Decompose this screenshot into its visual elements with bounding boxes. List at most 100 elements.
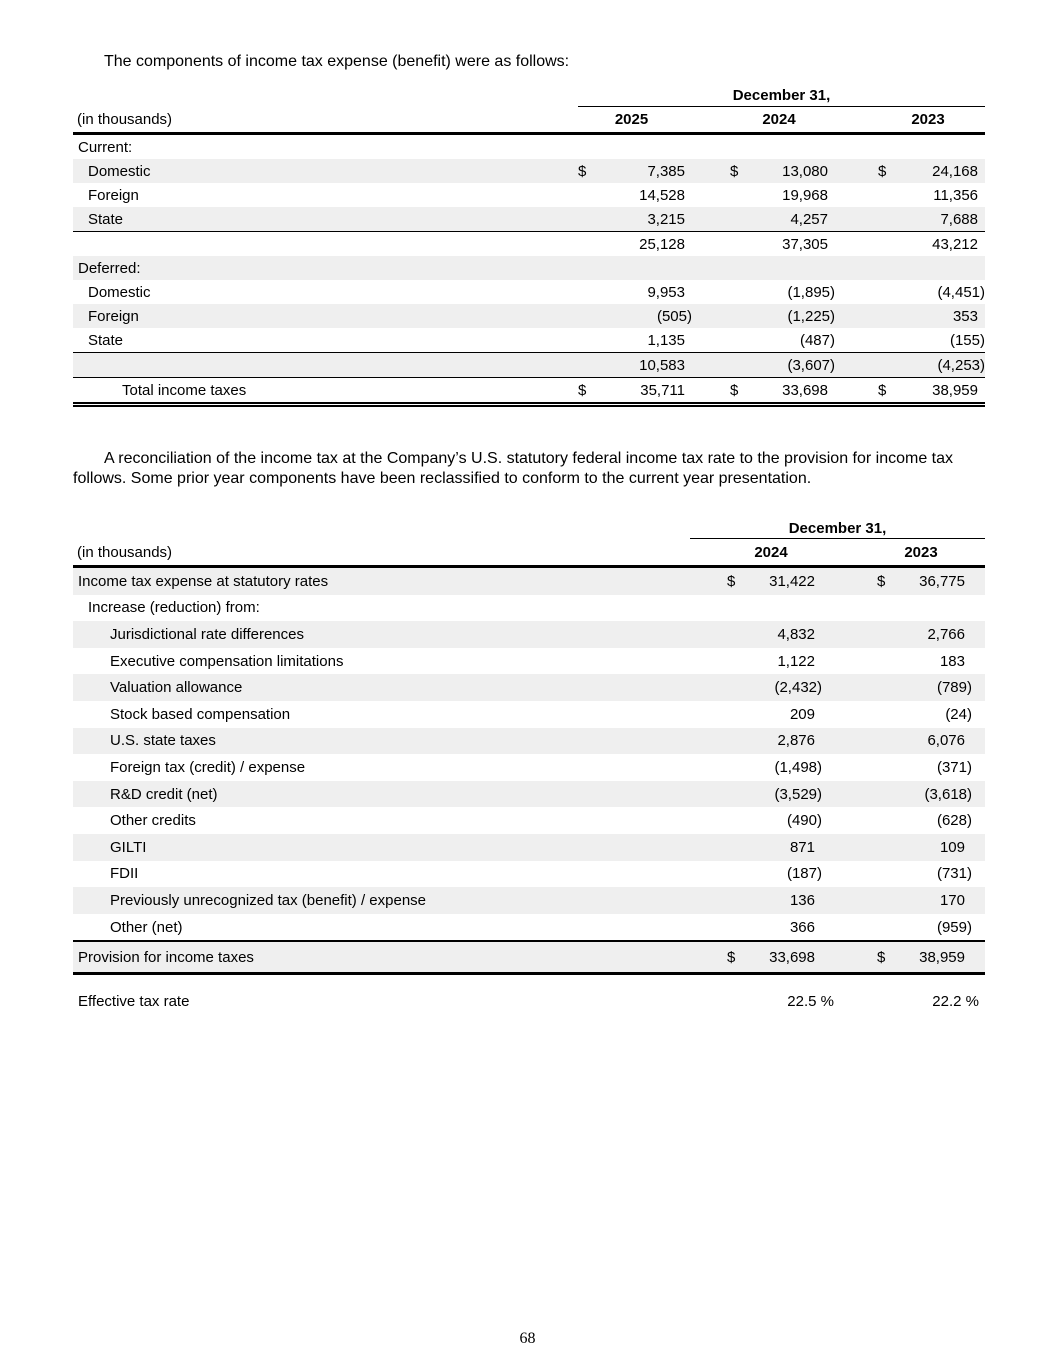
row-label: Domestic [88, 162, 151, 180]
table-row: 25,128 37,305 43,212 [73, 232, 985, 256]
cell-value: 183 [939, 652, 965, 670]
table-row: Current: [73, 135, 985, 159]
table2-body: Income tax expense at statutory rates $31… [73, 568, 985, 943]
table-row: Executive compensation limitations 1,122 1… [73, 648, 985, 675]
dollar-sign: $ [578, 162, 587, 180]
table2-column-headers: (in thousands) 2024 2023 [73, 539, 985, 568]
row-label: Total income taxes [122, 381, 247, 399]
table-row: Jurisdictional rate differences 4,832 2,76… [73, 621, 985, 648]
cell-value: 38,959 [932, 381, 978, 399]
table-row: Valuation allowance (2,432) (789) [73, 674, 985, 701]
cell-value: (1,225) [787, 307, 835, 325]
dollar-sign: $ [878, 381, 887, 399]
row-label: Other credits [110, 812, 196, 830]
table-row: U.S. state taxes 2,876 6,076 [73, 727, 985, 755]
document-page: The components of income tax expense (be… [73, 0, 985, 1015]
cell-value: 366 [789, 918, 815, 936]
cell-value: 13,080 [782, 162, 828, 180]
spacer [73, 519, 690, 539]
cell-value: (4,253) [937, 356, 985, 374]
table-row: Other credits (490) (628) [73, 807, 985, 834]
row-label: Executive compensation limitations [110, 652, 344, 670]
cell-value: 4,832 [777, 625, 815, 643]
cell-value: 19,968 [782, 186, 828, 204]
cell-value: (155) [949, 331, 985, 349]
cell-value: (4,451) [937, 283, 985, 301]
cell-value: 33,698 [769, 948, 815, 966]
cell-value: 2,876 [777, 732, 815, 750]
table-row: Foreign (505) (1,225) 353 [73, 304, 985, 328]
table-row: Previously unrecognized tax (benefit) / … [73, 887, 985, 914]
year-header: 2023 [904, 543, 938, 561]
cell-value: (490) [786, 812, 822, 830]
cell-value: (789) [936, 679, 972, 697]
row-label: State [88, 331, 124, 349]
row-label: Domestic [88, 283, 151, 301]
cell-value: 3,215 [647, 210, 685, 228]
cell-value: 1,122 [777, 652, 815, 670]
cell-value: 7,385 [647, 162, 685, 180]
cell-value: 37,305 [782, 235, 828, 253]
table-row: GILTI 871 109 [73, 833, 985, 861]
row-label: R&D credit (net) [110, 785, 218, 803]
row-label: State [88, 210, 124, 228]
dollar-sign: $ [730, 381, 739, 399]
row-label: Foreign [88, 307, 139, 325]
cell-value: 109 [939, 838, 965, 856]
table-row: Stock based compensation 209 (24) [73, 701, 985, 728]
dollar-sign: $ [730, 162, 739, 180]
year-header: 2025 [614, 110, 649, 128]
table-row: Total income taxes $35,711 $33,698 $38,959 [73, 378, 985, 407]
table2-period-header: December 31, [690, 519, 985, 539]
cell-value: (1,498) [774, 758, 822, 776]
row-label: Previously unrecognized tax (benefit) / … [110, 891, 427, 909]
cell-value: (731) [936, 865, 972, 883]
table1-period-header: December 31, [578, 86, 985, 107]
row-label: Other (net) [110, 918, 183, 936]
cell-value: 9,953 [647, 283, 685, 301]
year-header: 2024 [762, 110, 796, 128]
cell-value: (3,529) [774, 785, 822, 803]
row-label: Effective tax rate [78, 992, 190, 1010]
cell-value: 43,212 [932, 235, 978, 253]
cell-value: (187) [786, 865, 822, 883]
cell-value: 871 [789, 838, 815, 856]
tax-rate-reconciliation-table: December 31, (in thousands) 2024 2023 In… [73, 519, 985, 1015]
table-row: FDII (187) (731) [73, 861, 985, 888]
cell-value: (3,607) [787, 356, 835, 374]
table-row: R&D credit (net) (3,529) (3,618) [73, 780, 985, 808]
dollar-sign: $ [578, 381, 587, 399]
cell-value: (1,895) [787, 283, 835, 301]
table-row: State 1,135 (487) (155) [73, 328, 985, 353]
table-row: Foreign tax (credit) / expense (1,498) (37… [73, 754, 985, 781]
row-label: Provision for income taxes [78, 948, 254, 966]
cell-value: 11,356 [933, 186, 978, 204]
cell-value: 36,775 [919, 572, 965, 590]
cell-value: 209 [789, 705, 815, 723]
row-label: Foreign tax (credit) / expense [110, 758, 306, 776]
dollar-sign: $ [877, 572, 886, 590]
cell-value: 6,076 [927, 732, 965, 750]
cell-value: 14,528 [639, 186, 685, 204]
table-row: Domestic $7,385 $13,080 $24,168 [73, 159, 985, 183]
table-row: 10,583 (3,607) (4,253) [73, 353, 985, 378]
cell-value: 22.5 % [787, 992, 834, 1010]
row-label: Valuation allowance [110, 679, 243, 697]
row-label: Current: [78, 138, 133, 156]
table-row: Income tax expense at statutory rates $31… [73, 568, 985, 595]
cell-value: (628) [936, 812, 972, 830]
table-row: Other (net) 366 (959) [73, 914, 985, 943]
cell-value: 1,135 [647, 331, 685, 349]
cell-value: (487) [799, 331, 835, 349]
table1-period-header-row: December 31, [73, 86, 985, 107]
table-row: Domestic 9,953 (1,895) (4,451) [73, 280, 985, 304]
table1-column-headers: (in thousands) 2025 2024 2023 [73, 106, 985, 135]
row-label: FDII [110, 865, 139, 883]
units-label: (in thousands) [77, 110, 173, 128]
cell-value: (959) [936, 918, 972, 936]
table1-body: Current: Domestic $7,385 $13,080 $24,168 Fore… [73, 135, 985, 407]
cell-value: 22.2 % [932, 992, 979, 1010]
cell-value: (3,618) [924, 785, 972, 803]
cell-value: 136 [789, 891, 815, 909]
intro-paragraph: The components of income tax expense (be… [104, 53, 570, 70]
